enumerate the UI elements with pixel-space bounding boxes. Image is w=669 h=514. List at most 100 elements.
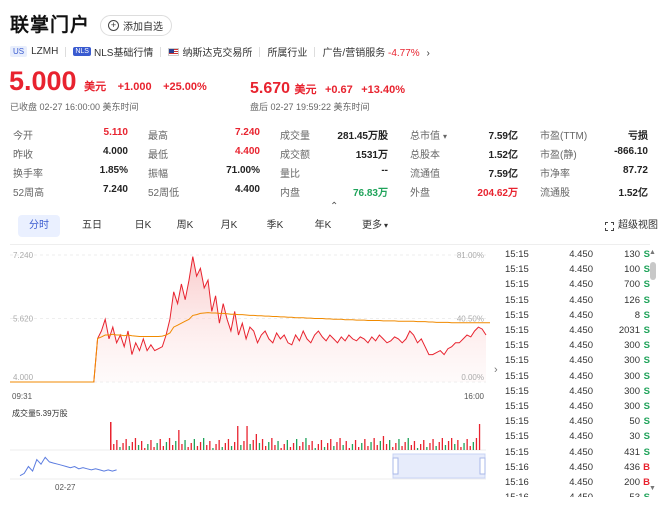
- volume-bar: [376, 445, 378, 450]
- volume-bar: [252, 440, 254, 450]
- add-watchlist-label: 添加自选: [123, 22, 163, 33]
- trade-time: 15:15: [505, 370, 529, 382]
- scroll-up-icon[interactable]: ▲: [649, 249, 656, 256]
- volume-bar: [320, 440, 323, 450]
- trade-row: 15:15 4.450 100 S: [505, 262, 650, 277]
- stat-cell: 市盈(TTM) 亏损: [540, 127, 648, 142]
- trade-vol: 30: [629, 431, 640, 443]
- stat-cell: 52周高 7.240: [13, 184, 128, 199]
- price-area: [10, 256, 486, 382]
- volume-bar: [404, 442, 406, 450]
- trade-ticks-list[interactable]: 15:15 4.450 130 S 15:15 4.450 100 S 15:15 4.450 70…: [505, 247, 650, 497]
- trade-vol: 300: [624, 355, 640, 367]
- volume-bar: [261, 439, 264, 450]
- page-title: 联掌门户: [10, 15, 91, 36]
- scroll-down-icon[interactable]: ▼: [649, 485, 656, 492]
- divider: [10, 244, 650, 245]
- tab-2[interactable]: 日K: [128, 215, 158, 237]
- stat-cell: 流通值 7.59亿: [410, 165, 518, 180]
- trade-row: 15:16 4.450 200 B: [505, 475, 650, 490]
- volume-bar: [382, 436, 385, 450]
- stat-label: 振幅: [148, 169, 168, 180]
- tab-5[interactable]: 季K: [260, 215, 290, 237]
- stat-value: 76.83万: [352, 188, 388, 199]
- volume-bar: [413, 441, 416, 450]
- volume-bar: [472, 442, 474, 450]
- tab-1[interactable]: 五日: [74, 215, 110, 237]
- overview-selection: [392, 453, 486, 479]
- trade-row: 15:15 4.450 30 S: [505, 429, 650, 444]
- volume-bar: [119, 447, 121, 450]
- stat-value: -866.10: [614, 146, 648, 157]
- volume-title: 成交量5.39万股: [12, 408, 68, 418]
- industry-value: 广告/营销服务: [322, 48, 386, 59]
- market-badge: US: [10, 46, 28, 57]
- stat-value: 5.110: [103, 127, 128, 138]
- tab-3[interactable]: 周K: [170, 215, 200, 237]
- volume-bar: [240, 445, 242, 450]
- volume-bar: [302, 442, 304, 450]
- volume-bar: [478, 424, 481, 450]
- trade-side: S: [643, 400, 650, 412]
- separator: [314, 46, 316, 57]
- after-hours-status: 盘后 02-27 19:59:22 美东时间: [250, 102, 370, 112]
- scrollbar-thumb[interactable]: [650, 262, 656, 280]
- industry-link[interactable]: 广告/营销服务 -4.77% ›: [322, 44, 429, 59]
- trade-price: 4.450: [569, 340, 593, 352]
- stat-label: 流通股: [540, 188, 570, 199]
- intraday-chart[interactable]: 7.240 5.620 4.000 81.00% 40.50% 0.00% 09:31 16:…: [10, 245, 494, 495]
- volume-bar: [466, 439, 468, 450]
- stat-label: 最高: [148, 131, 168, 142]
- volume-bar: [203, 438, 205, 450]
- volume-bar: [206, 445, 208, 450]
- trade-time: 15:16: [505, 492, 541, 497]
- volume-bar: [144, 448, 146, 450]
- tab-label: 年K: [314, 220, 332, 231]
- pro-view-button[interactable]: 超级视图: [605, 215, 658, 237]
- volume-bar: [212, 448, 214, 450]
- volume-bar: [283, 444, 285, 450]
- tab-label: 周K: [176, 220, 194, 231]
- tab-label: 月K: [220, 220, 238, 231]
- trade-row: 15:15 4.450 300 S: [505, 399, 650, 414]
- nls-quote-label[interactable]: NLS基础行情: [93, 48, 154, 59]
- exchange-label: 纳斯达克交易所: [182, 48, 253, 59]
- trade-price: 4.450: [569, 294, 593, 306]
- tab-7[interactable]: 更多 ▾: [356, 215, 394, 237]
- add-watchlist-button[interactable]: + 添加自选: [100, 15, 172, 36]
- volume-bar: [432, 439, 434, 450]
- trade-time: 15:15: [505, 416, 529, 428]
- stat-value: 4.400: [234, 146, 260, 157]
- stat-value: 4.400: [234, 184, 260, 195]
- chart-period-tabs: 超级视图 分时 五日 日K 周K 月K 季K 年K 更多 ▾: [18, 215, 658, 239]
- trade-time: 15:15: [505, 249, 529, 261]
- trade-side: B: [643, 476, 650, 488]
- tab-4[interactable]: 月K: [214, 215, 244, 237]
- trade-price: 4.450: [569, 325, 593, 337]
- volume-bar: [354, 440, 357, 450]
- collapse-stats-icon[interactable]: ⌃: [330, 201, 339, 212]
- trade-vol: 700: [624, 279, 640, 291]
- stat-value: 87.72: [622, 165, 648, 176]
- trade-side: B: [643, 461, 650, 473]
- stat-label-wrap[interactable]: 总市值 ▾: [410, 127, 447, 142]
- trade-side: S: [643, 446, 650, 458]
- volume-bar: [423, 440, 425, 450]
- trade-vol: 130: [624, 249, 640, 261]
- tab-0[interactable]: 分时: [18, 215, 60, 237]
- stat-value: 1.85%: [99, 165, 128, 176]
- trade-price: 4.450: [569, 431, 593, 443]
- trade-time: 15:15: [505, 294, 529, 306]
- volume-bar: [221, 447, 223, 450]
- trade-time: 15:15: [505, 340, 529, 352]
- volume-bar: [178, 430, 180, 450]
- chevron-right-icon[interactable]: ›: [494, 364, 498, 376]
- volume-bar: [209, 441, 211, 450]
- trade-vol: 100: [624, 264, 640, 276]
- stat-value: --: [381, 165, 388, 176]
- stat-value: 204.62万: [477, 188, 518, 199]
- volume-bar: [265, 446, 267, 450]
- stat-value: 1.52亿: [488, 150, 518, 161]
- stat-label: 外盘: [410, 188, 430, 199]
- tab-6[interactable]: 年K: [308, 215, 338, 237]
